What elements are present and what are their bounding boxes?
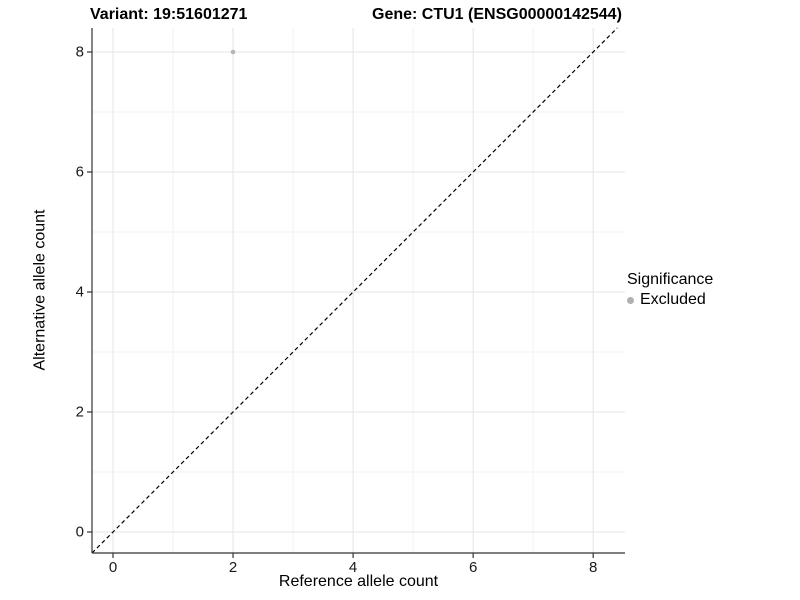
legend-items: Excluded xyxy=(627,291,713,309)
x-tick-label: 8 xyxy=(589,559,598,576)
y-tick-label: 4 xyxy=(75,283,84,301)
identity-line xyxy=(91,27,618,554)
gene-title: Gene: CTU1 (ENSG00000142544) xyxy=(372,6,622,23)
y-tick-label: 2 xyxy=(75,403,84,421)
legend-point-icon xyxy=(627,296,634,304)
legend-title: Significance xyxy=(627,271,714,288)
x-axis-title: Reference allele count xyxy=(278,573,439,590)
x-tick-label: 0 xyxy=(108,559,118,576)
x-tick-label: 6 xyxy=(468,559,478,576)
y-axis-title: Alternative allele count xyxy=(31,209,49,371)
legend-item-label: Excluded xyxy=(640,291,706,308)
x-tick-label: 2 xyxy=(228,559,238,576)
y-tick-label: 0 xyxy=(75,523,84,541)
data-point xyxy=(230,49,236,55)
x-tick-label: 4 xyxy=(348,559,358,576)
variant-title: Variant: 19:51601271 xyxy=(90,6,248,23)
y-tick-label: 6 xyxy=(75,163,84,181)
legend: Significance Excluded xyxy=(627,271,713,309)
y-tick-label: 8 xyxy=(75,43,84,61)
legend-item: Excluded xyxy=(627,291,713,309)
